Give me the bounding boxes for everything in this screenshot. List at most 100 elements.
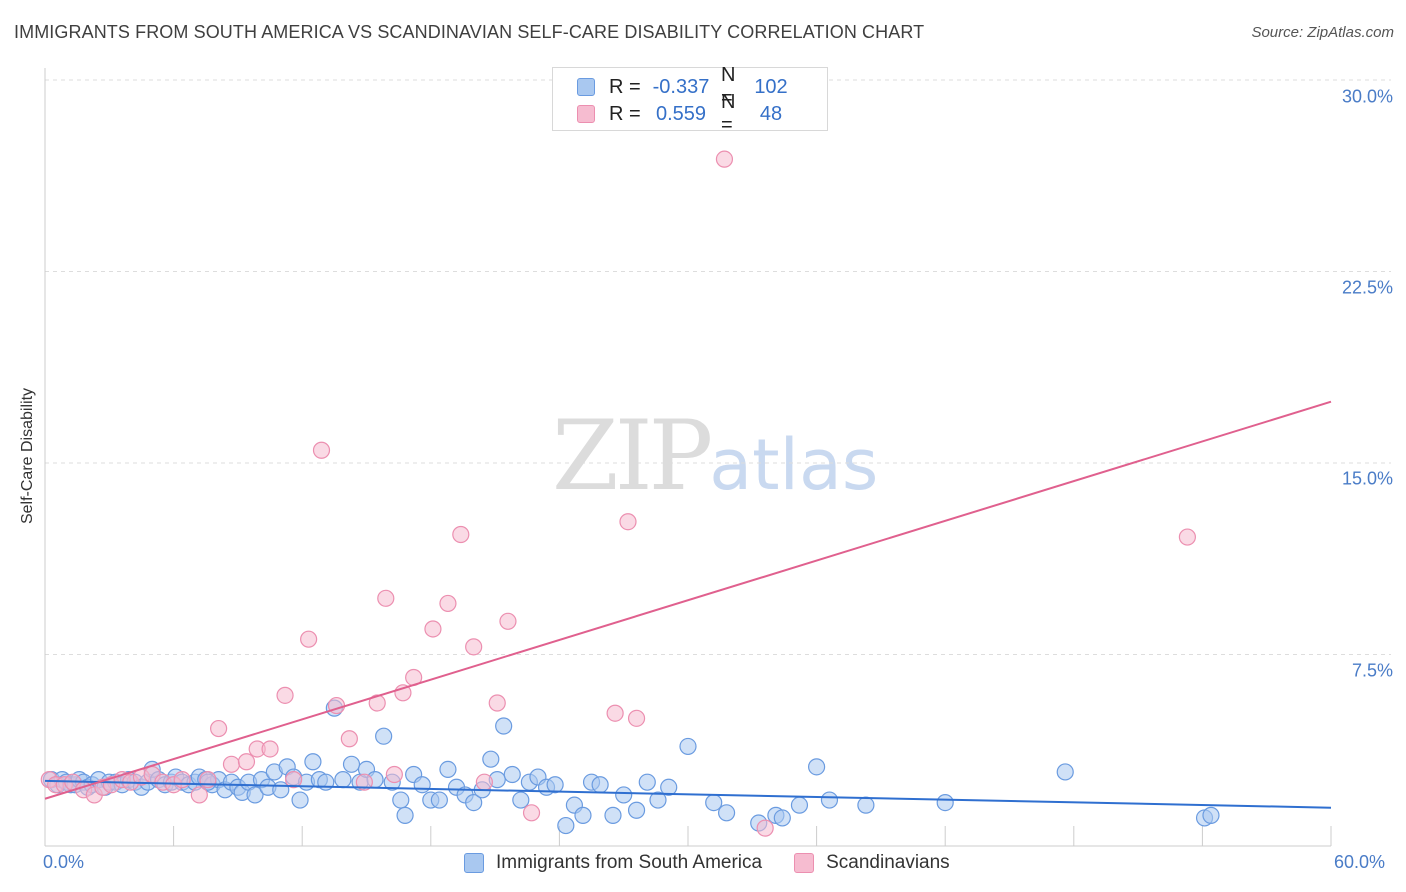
point-scandinavians [499, 612, 517, 630]
point-immigrants [557, 816, 575, 835]
point-immigrants [773, 809, 791, 827]
legend-swatch-blue [464, 853, 484, 873]
point-immigrants [392, 791, 410, 809]
y-tick-label: 7.5% [1351, 660, 1393, 681]
legend-n-value: 48 [759, 102, 783, 125]
correlation-legend: R = -0.337 N = 102 R = 0.559 N = 48 [552, 64, 828, 136]
source-credit: Source: ZipAtlas.com [1251, 24, 1394, 41]
point-immigrants [705, 793, 723, 812]
point-scandinavians [619, 513, 637, 531]
point-scandinavians [285, 771, 303, 789]
legend-item-immigrants[interactable]: Immigrants from South America [464, 852, 762, 874]
point-scandinavians [276, 686, 294, 704]
point-immigrants [717, 804, 736, 822]
point-scandinavians [488, 694, 506, 712]
trend-line-immigrants [44, 779, 1332, 809]
point-scandinavians [522, 804, 541, 822]
point-immigrants [790, 796, 809, 814]
point-immigrants [375, 727, 393, 745]
watermark: ZIPatlas [552, 400, 878, 512]
trend-line-scandinavians [44, 400, 1332, 800]
point-scandinavians [465, 638, 483, 656]
y-axis-label: Self-Care Disability [19, 387, 36, 525]
y-tick-label: 15.0% [1341, 468, 1393, 489]
legend-n-value: 102 [754, 75, 788, 98]
point-scandinavians [261, 740, 279, 758]
legend-n-label: N = [721, 64, 736, 109]
point-immigrants [334, 771, 352, 789]
legend-r-value: -0.337 [652, 75, 710, 98]
point-scandinavians [173, 771, 191, 789]
point-immigrants [627, 801, 646, 819]
point-immigrants [615, 786, 633, 804]
point-immigrants [503, 765, 521, 784]
legend-swatch-blue [577, 78, 595, 96]
point-immigrants [660, 778, 678, 796]
legend-swatch-pink [577, 105, 595, 123]
point-immigrants [638, 773, 656, 791]
point-immigrants [936, 793, 954, 812]
legend-label: Immigrants from South America [496, 852, 763, 873]
point-scandinavians [368, 694, 386, 712]
point-scandinavians [312, 441, 331, 459]
legend-label: Scandinavians [826, 852, 950, 873]
point-immigrants [512, 791, 530, 809]
point-scandinavians [300, 630, 318, 648]
point-scandinavians [715, 150, 734, 168]
point-immigrants [430, 791, 448, 809]
point-immigrants [857, 796, 875, 814]
point-immigrants [1202, 806, 1220, 824]
point-scandinavians [475, 773, 493, 791]
point-scandinavians [377, 589, 395, 607]
point-scandinavians [439, 594, 457, 613]
legend-item-scandinavians[interactable]: Scandinavians [794, 852, 950, 874]
point-immigrants [291, 791, 309, 809]
point-immigrants [574, 806, 592, 824]
point-immigrants [679, 737, 697, 756]
point-immigrants [396, 806, 414, 824]
point-scandinavians [756, 819, 774, 837]
point-scandinavians [190, 786, 208, 804]
legend-n-label: N = [721, 91, 736, 136]
x-tick-label: 0.0% [43, 852, 85, 872]
point-immigrants [304, 753, 322, 771]
point-immigrants [272, 781, 290, 799]
point-immigrants [246, 786, 264, 804]
point-immigrants [342, 755, 361, 773]
x-tick-label: 60.0% [1334, 852, 1386, 872]
point-immigrants [413, 776, 431, 794]
legend-swatch-pink [794, 853, 815, 873]
series-legend: Immigrants from South America Scandinavi… [464, 852, 982, 874]
point-immigrants [495, 717, 513, 735]
point-scandinavians [222, 755, 241, 773]
point-scandinavians [627, 709, 646, 727]
legend-row-immigrants: R = -0.337 N = 102 [577, 64, 791, 109]
point-scandinavians [1178, 528, 1196, 546]
point-immigrants [546, 776, 564, 794]
point-immigrants [820, 791, 839, 809]
axes [44, 68, 1332, 847]
series-scandinavians-points [40, 150, 1196, 837]
point-immigrants [1056, 763, 1074, 781]
legend-r-label: R = [609, 102, 641, 125]
point-scandinavians [606, 704, 624, 722]
point-immigrants [465, 793, 483, 812]
point-immigrants [604, 806, 622, 824]
gridlines [45, 79, 1391, 655]
watermark-atlas: atlas [709, 424, 879, 506]
point-immigrants [439, 760, 457, 779]
point-scandinavians [210, 719, 228, 738]
point-scandinavians [452, 525, 470, 544]
point-immigrants [482, 750, 500, 768]
point-immigrants [649, 791, 667, 809]
point-immigrants [591, 776, 609, 794]
point-scandinavians [424, 620, 442, 638]
point-scandinavians [237, 753, 256, 771]
legend-r-value: 0.559 [655, 102, 707, 125]
chart-title: IMMIGRANTS FROM SOUTH AMERICA VS SCANDIN… [14, 22, 925, 42]
point-scandinavians [355, 773, 373, 791]
point-immigrants [807, 758, 826, 776]
legend-row-scandinavians: R = 0.559 N = 48 [577, 91, 791, 136]
point-scandinavians [385, 765, 403, 784]
